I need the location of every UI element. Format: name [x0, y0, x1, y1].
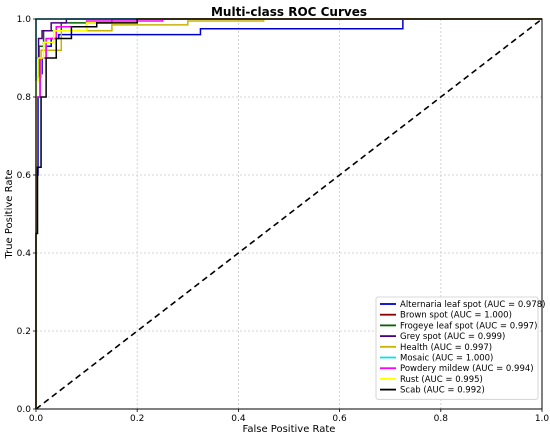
legend: Alternaria leaf spot (AUC = 0.978)Brown … [375, 296, 545, 400]
y-tick-label: 0.8 [17, 93, 32, 103]
y-tick-label: 0.2 [17, 327, 31, 337]
legend-entry-label: Grey spot (AUC = 0.999) [400, 332, 505, 342]
x-tick-label: 0.6 [332, 414, 347, 424]
legend-entry-label: Brown spot (AUC = 1.000) [400, 311, 512, 321]
legend-entry-label: Powdery mildew (AUC = 0.994) [400, 364, 534, 374]
chart-title: Multi-class ROC Curves [211, 5, 367, 19]
x-tick-label: 0.2 [130, 414, 144, 424]
legend-entry-label: Frogeye leaf spot (AUC = 0.997) [400, 321, 537, 331]
x-axis-label: False Positive Rate [243, 424, 336, 435]
legend-entry-label: Scab (AUC = 0.992) [400, 386, 485, 396]
reference-diagonal [35, 18, 543, 410]
legend-entry-label: Alternaria leaf spot (AUC = 0.978) [400, 300, 545, 310]
y-tick-label: 0.0 [17, 405, 32, 415]
reference-diagonal-line [35, 18, 543, 410]
y-tick-label: 0.6 [17, 171, 32, 181]
x-tick-label: 0.0 [29, 414, 44, 424]
y-axis-label: True Positive Rate [4, 169, 15, 259]
legend-entry-label: Mosaic (AUC = 1.000) [400, 354, 493, 364]
legend-entry-label: Health (AUC = 0.997) [400, 343, 492, 353]
x-tick-label: 0.8 [434, 414, 449, 424]
series-lines [35, 18, 542, 409]
legend-entry-label: Rust (AUC = 0.995) [400, 375, 483, 385]
axis-ticks: 0.0 0.2 0.4 0.6 0.8 1.0 0.0 0.2 0.4 0.6 0.8 1.0 [17, 15, 550, 424]
legend-box [375, 296, 539, 400]
x-tick-label: 1.0 [535, 414, 550, 424]
y-tick-label: 1.0 [17, 15, 32, 25]
y-tick-label: 0.4 [17, 249, 32, 259]
roc-curve-series-4 [35, 18, 542, 409]
x-tick-label: 0.4 [231, 414, 246, 424]
plot-frame [35, 18, 543, 410]
roc-curve-series-8 [35, 18, 542, 409]
